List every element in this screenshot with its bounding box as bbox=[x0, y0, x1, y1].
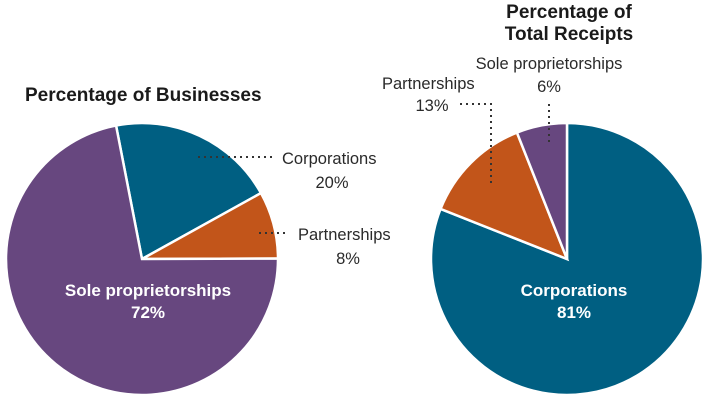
partnerships-label-1: Partnerships bbox=[298, 226, 391, 244]
corporations-slice-1 bbox=[114, 121, 263, 261]
businesses-chart-title: Percentage of Businesses bbox=[25, 85, 262, 106]
partnerships-value-1: 8% bbox=[336, 250, 360, 268]
corporations-label-2: Corporations bbox=[521, 281, 628, 300]
partnerships-leader-line-2 bbox=[460, 103, 492, 183]
sole-proprietorships-value-2: 6% bbox=[537, 78, 561, 96]
sole-proprietorships-label-1: Sole proprietorships bbox=[65, 281, 231, 300]
sole-proprietorships-slice-1 bbox=[4, 124, 280, 397]
businesses-pie bbox=[4, 121, 280, 397]
sole-proprietorships-label-2: Sole proprietorships bbox=[476, 55, 623, 73]
sole-proprietorships-slice-2 bbox=[515, 121, 569, 260]
corporations-value-1: 20% bbox=[315, 174, 348, 192]
sole-proprietorships-value-1: 72% bbox=[131, 303, 165, 322]
partnerships-value-2: 13% bbox=[415, 97, 448, 115]
receipts-pie bbox=[429, 121, 705, 397]
receipts-chart-title-line-1: Percentage of bbox=[506, 2, 632, 23]
partnerships-label-2: Partnerships bbox=[382, 75, 475, 93]
businesses-chart: Percentage of Businesses Corporations 20… bbox=[4, 85, 391, 397]
corporations-value-2: 81% bbox=[557, 303, 591, 322]
corporations-label-1: Corporations bbox=[282, 150, 376, 168]
receipts-chart: Percentage of Total Receipts Partnership… bbox=[382, 2, 705, 397]
receipts-chart-title-line-2: Total Receipts bbox=[505, 24, 633, 45]
partnerships-slice-2 bbox=[438, 130, 570, 262]
